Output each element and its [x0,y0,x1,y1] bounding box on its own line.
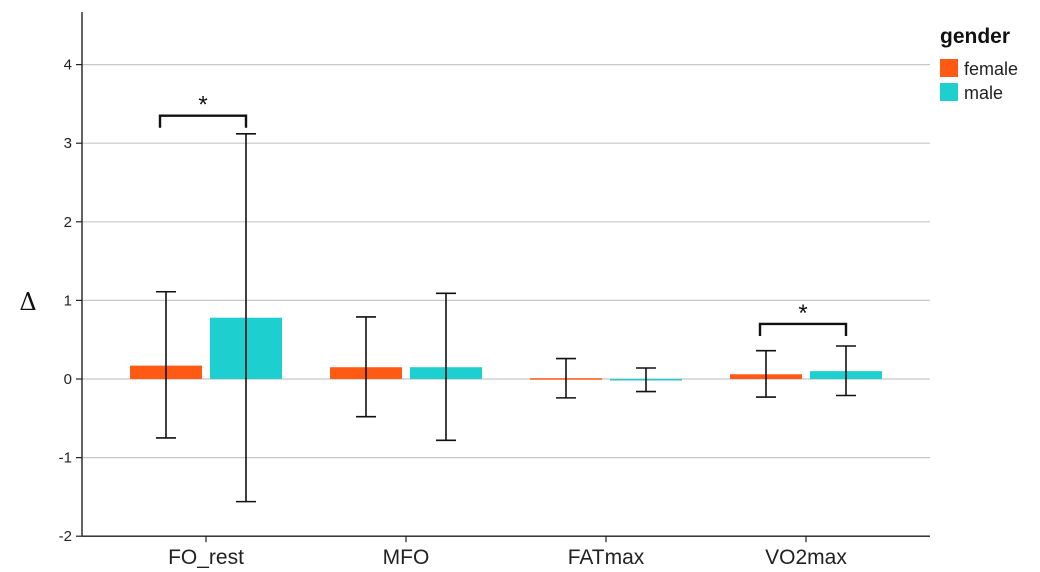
y-tick-label: 4 [64,57,72,74]
legend-title: gender [940,25,1010,48]
significance-annotations: ** [158,92,848,336]
y-axis-label: Δ [19,288,36,316]
y-tick-label: 1 [64,292,72,309]
x-tick-label: FO_rest [168,546,244,569]
axes: -2 -1 0 1 2 3 4 FO_rest MFO FATmax VO2max [59,12,930,569]
bars [130,317,882,381]
legend-label-female: female [964,59,1018,79]
significance-bracket [758,322,848,336]
error-bars [156,132,856,503]
legend-label-male: male [964,83,1003,103]
legend-swatch-female [940,59,958,77]
y-tick-label: -1 [59,450,72,467]
x-tick-label: MFO [383,546,430,569]
y-tick-label: 2 [64,214,72,231]
legend: gender female male [940,25,1018,103]
legend-swatch-male [940,83,958,101]
significance-star: * [198,92,207,119]
y-tick-label: 0 [64,371,72,388]
x-tick-label: FATmax [568,546,645,569]
significance-star: * [798,300,807,327]
significance-bracket [158,114,248,128]
x-tick-label: VO2max [765,546,847,569]
y-tick-label: -2 [59,528,72,545]
y-tick-label: 3 [64,135,72,152]
